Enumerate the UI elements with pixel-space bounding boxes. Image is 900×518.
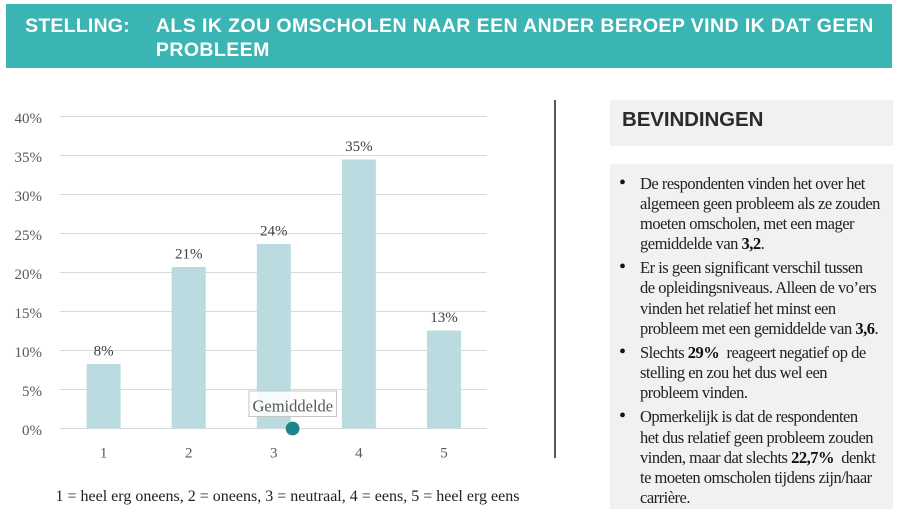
svg-text:13%: 13% (430, 310, 458, 326)
svg-text:35%: 35% (15, 150, 43, 166)
svg-text:4: 4 (355, 446, 363, 462)
svg-text:5%: 5% (22, 384, 42, 400)
svg-text:Gemiddelde: Gemiddelde (252, 396, 333, 415)
svg-text:15%: 15% (15, 306, 43, 322)
svg-text:24%: 24% (260, 223, 288, 239)
svg-text:21%: 21% (175, 246, 203, 262)
svg-text:1: 1 (100, 446, 108, 462)
svg-text:10%: 10% (15, 345, 43, 361)
svg-text:20%: 20% (15, 267, 43, 283)
svg-text:8%: 8% (94, 343, 114, 359)
svg-text:2: 2 (185, 446, 193, 462)
svg-text:3: 3 (270, 446, 278, 462)
svg-text:40%: 40% (15, 111, 43, 127)
svg-text:5: 5 (440, 446, 448, 462)
svg-text:1 = heel erg oneens, 2 = oneen: 1 = heel erg oneens, 2 = oneens, 3 = neu… (56, 488, 520, 505)
svg-text:25%: 25% (15, 228, 43, 244)
svg-text:0%: 0% (22, 423, 42, 439)
svg-text:35%: 35% (345, 139, 373, 155)
svg-text:30%: 30% (15, 189, 43, 205)
